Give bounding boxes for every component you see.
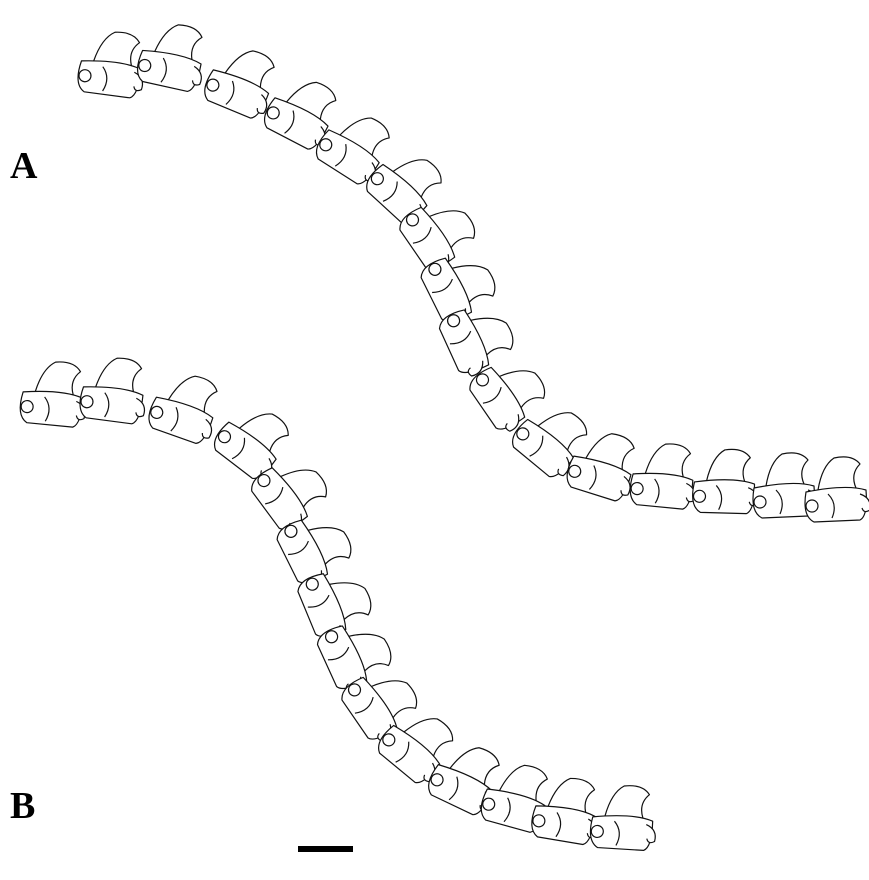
vertebra [691,447,761,517]
vertebra [134,16,214,96]
vertebra [209,395,301,487]
panel-label: B [10,785,35,827]
vertebra [18,357,92,431]
vertebra [77,352,153,427]
vertebra [589,782,661,854]
scale-bar [298,846,353,852]
panel-label: A [10,145,38,187]
figure: A B [0,0,869,880]
vertebral-column-a [75,16,869,522]
vertebra [628,439,702,513]
